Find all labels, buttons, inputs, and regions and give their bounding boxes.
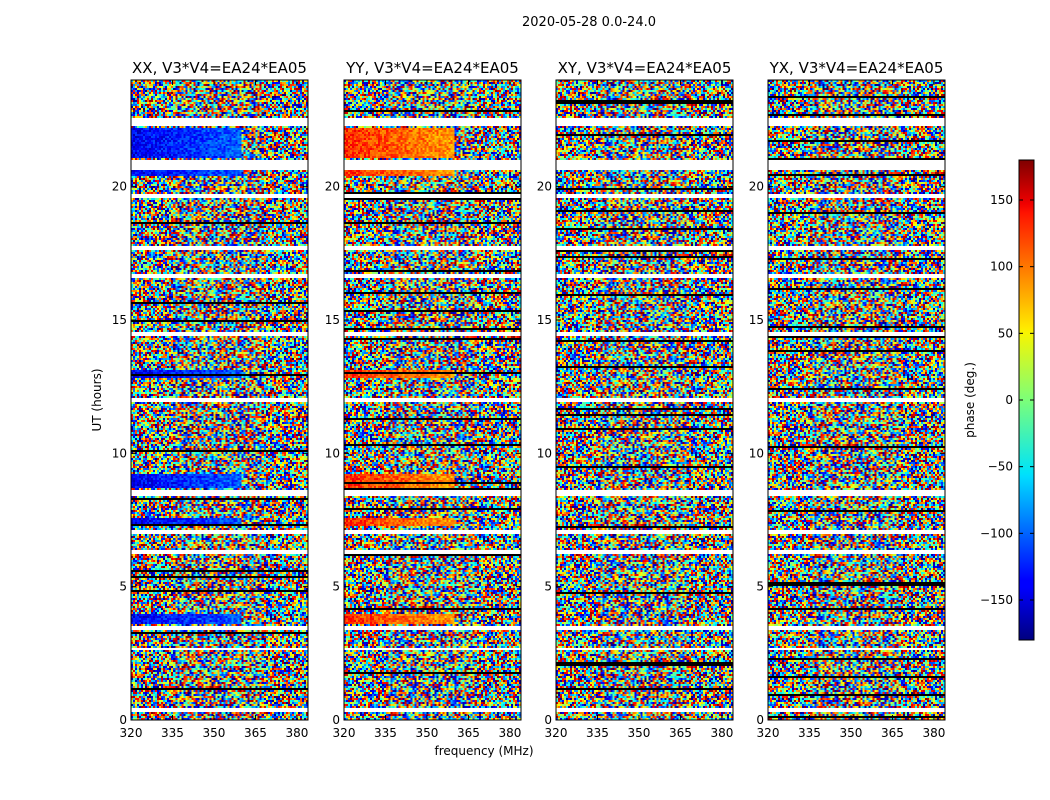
panel-frame xyxy=(343,79,522,721)
colorbar-tick-label: 150 xyxy=(990,193,1013,207)
x-tick-label: 380 xyxy=(285,726,308,740)
colorbar-tick-label: 100 xyxy=(990,260,1013,274)
figure-title: 2020-05-28 0.0-24.0 xyxy=(522,15,656,30)
x-tick-label: 320 xyxy=(120,726,143,740)
panel-3: YX, V3*V4=EA24*EA05 320 335 350 365 380 0 5 10 15… xyxy=(749,59,946,740)
y-tick-label: 10 xyxy=(749,446,764,460)
y-tick-label: 0 xyxy=(332,713,340,727)
x-tick-label: 320 xyxy=(333,726,356,740)
panel-frame xyxy=(555,79,734,721)
x-tick-label: 350 xyxy=(628,726,651,740)
y-tick-label: 0 xyxy=(756,713,764,727)
phase-heatmap xyxy=(768,80,945,720)
x-tick-label: 365 xyxy=(669,726,692,740)
colorbar-tick-label: 50 xyxy=(998,326,1013,340)
y-tick-label: 15 xyxy=(537,313,552,327)
x-tick-label: 365 xyxy=(881,726,904,740)
x-tick-label: 380 xyxy=(498,726,521,740)
panel-title: XY, V3*V4=EA24*EA05 xyxy=(558,59,732,77)
x-tick-label: 365 xyxy=(244,726,267,740)
panel-1: YY, V3*V4=EA24*EA05 320 335 350 365 380 0 5 10 15… xyxy=(325,59,522,740)
phase-heatmap xyxy=(131,80,308,720)
y-tick-label: 0 xyxy=(544,713,552,727)
y-axis-label: UT (hours) xyxy=(90,368,104,431)
x-tick-label: 380 xyxy=(922,726,945,740)
x-tick-label: 320 xyxy=(545,726,568,740)
colorbar: 150 100 50 0 −50 −100 −150 phase (deg.) xyxy=(963,159,1035,641)
y-tick-label: 20 xyxy=(325,180,340,194)
panel-title: XX, V3*V4=EA24*EA05 xyxy=(132,59,307,77)
panels: XX, V3*V4=EA24*EA05 320 335 350 365 380 0 5 10 15… xyxy=(112,59,946,740)
panel-frame xyxy=(130,79,309,721)
panel-title: YX, V3*V4=EA24*EA05 xyxy=(769,59,944,77)
x-tick-label: 335 xyxy=(161,726,184,740)
x-tick-label: 350 xyxy=(203,726,226,740)
y-tick-label: 10 xyxy=(112,446,127,460)
colorbar-tick-label: −50 xyxy=(988,460,1013,474)
x-tick-label: 365 xyxy=(457,726,480,740)
y-tick-label: 20 xyxy=(112,180,127,194)
y-tick-label: 0 xyxy=(119,713,127,727)
y-tick-label: 20 xyxy=(537,180,552,194)
y-tick-label: 15 xyxy=(325,313,340,327)
colorbar-tick-label: −150 xyxy=(980,593,1013,607)
y-tick-label: 5 xyxy=(119,580,127,594)
x-tick-label: 320 xyxy=(757,726,780,740)
colorbar-tick-label: −100 xyxy=(980,526,1013,540)
y-tick-label: 5 xyxy=(544,580,552,594)
panel-0: XX, V3*V4=EA24*EA05 320 335 350 365 380 0 5 10 15… xyxy=(112,59,309,740)
x-tick-label: 335 xyxy=(586,726,609,740)
colorbar-label: phase (deg.) xyxy=(963,362,977,438)
y-tick-label: 10 xyxy=(537,446,552,460)
x-tick-label: 380 xyxy=(710,726,733,740)
y-tick-label: 5 xyxy=(756,580,764,594)
panel-2: XY, V3*V4=EA24*EA05 320 335 350 365 380 0 5 10 15… xyxy=(537,59,734,740)
y-tick-label: 15 xyxy=(749,313,764,327)
x-tick-label: 350 xyxy=(416,726,439,740)
y-tick-label: 20 xyxy=(749,180,764,194)
colorbar-tick-label: 0 xyxy=(1005,393,1013,407)
x-axis-label: frequency (MHz) xyxy=(434,744,533,758)
panel-frame xyxy=(767,79,946,721)
y-tick-label: 10 xyxy=(325,446,340,460)
phase-heatmap xyxy=(556,80,733,720)
y-tick-label: 5 xyxy=(332,580,340,594)
x-tick-label: 335 xyxy=(798,726,821,740)
x-tick-label: 350 xyxy=(840,726,863,740)
y-tick-label: 15 xyxy=(112,313,127,327)
x-tick-label: 335 xyxy=(374,726,397,740)
panel-title: YY, V3*V4=EA24*EA05 xyxy=(345,59,519,77)
phase-heatmap xyxy=(344,80,521,720)
colorbar-ticks: 150 100 50 0 −50 −100 −150 xyxy=(980,193,1034,607)
